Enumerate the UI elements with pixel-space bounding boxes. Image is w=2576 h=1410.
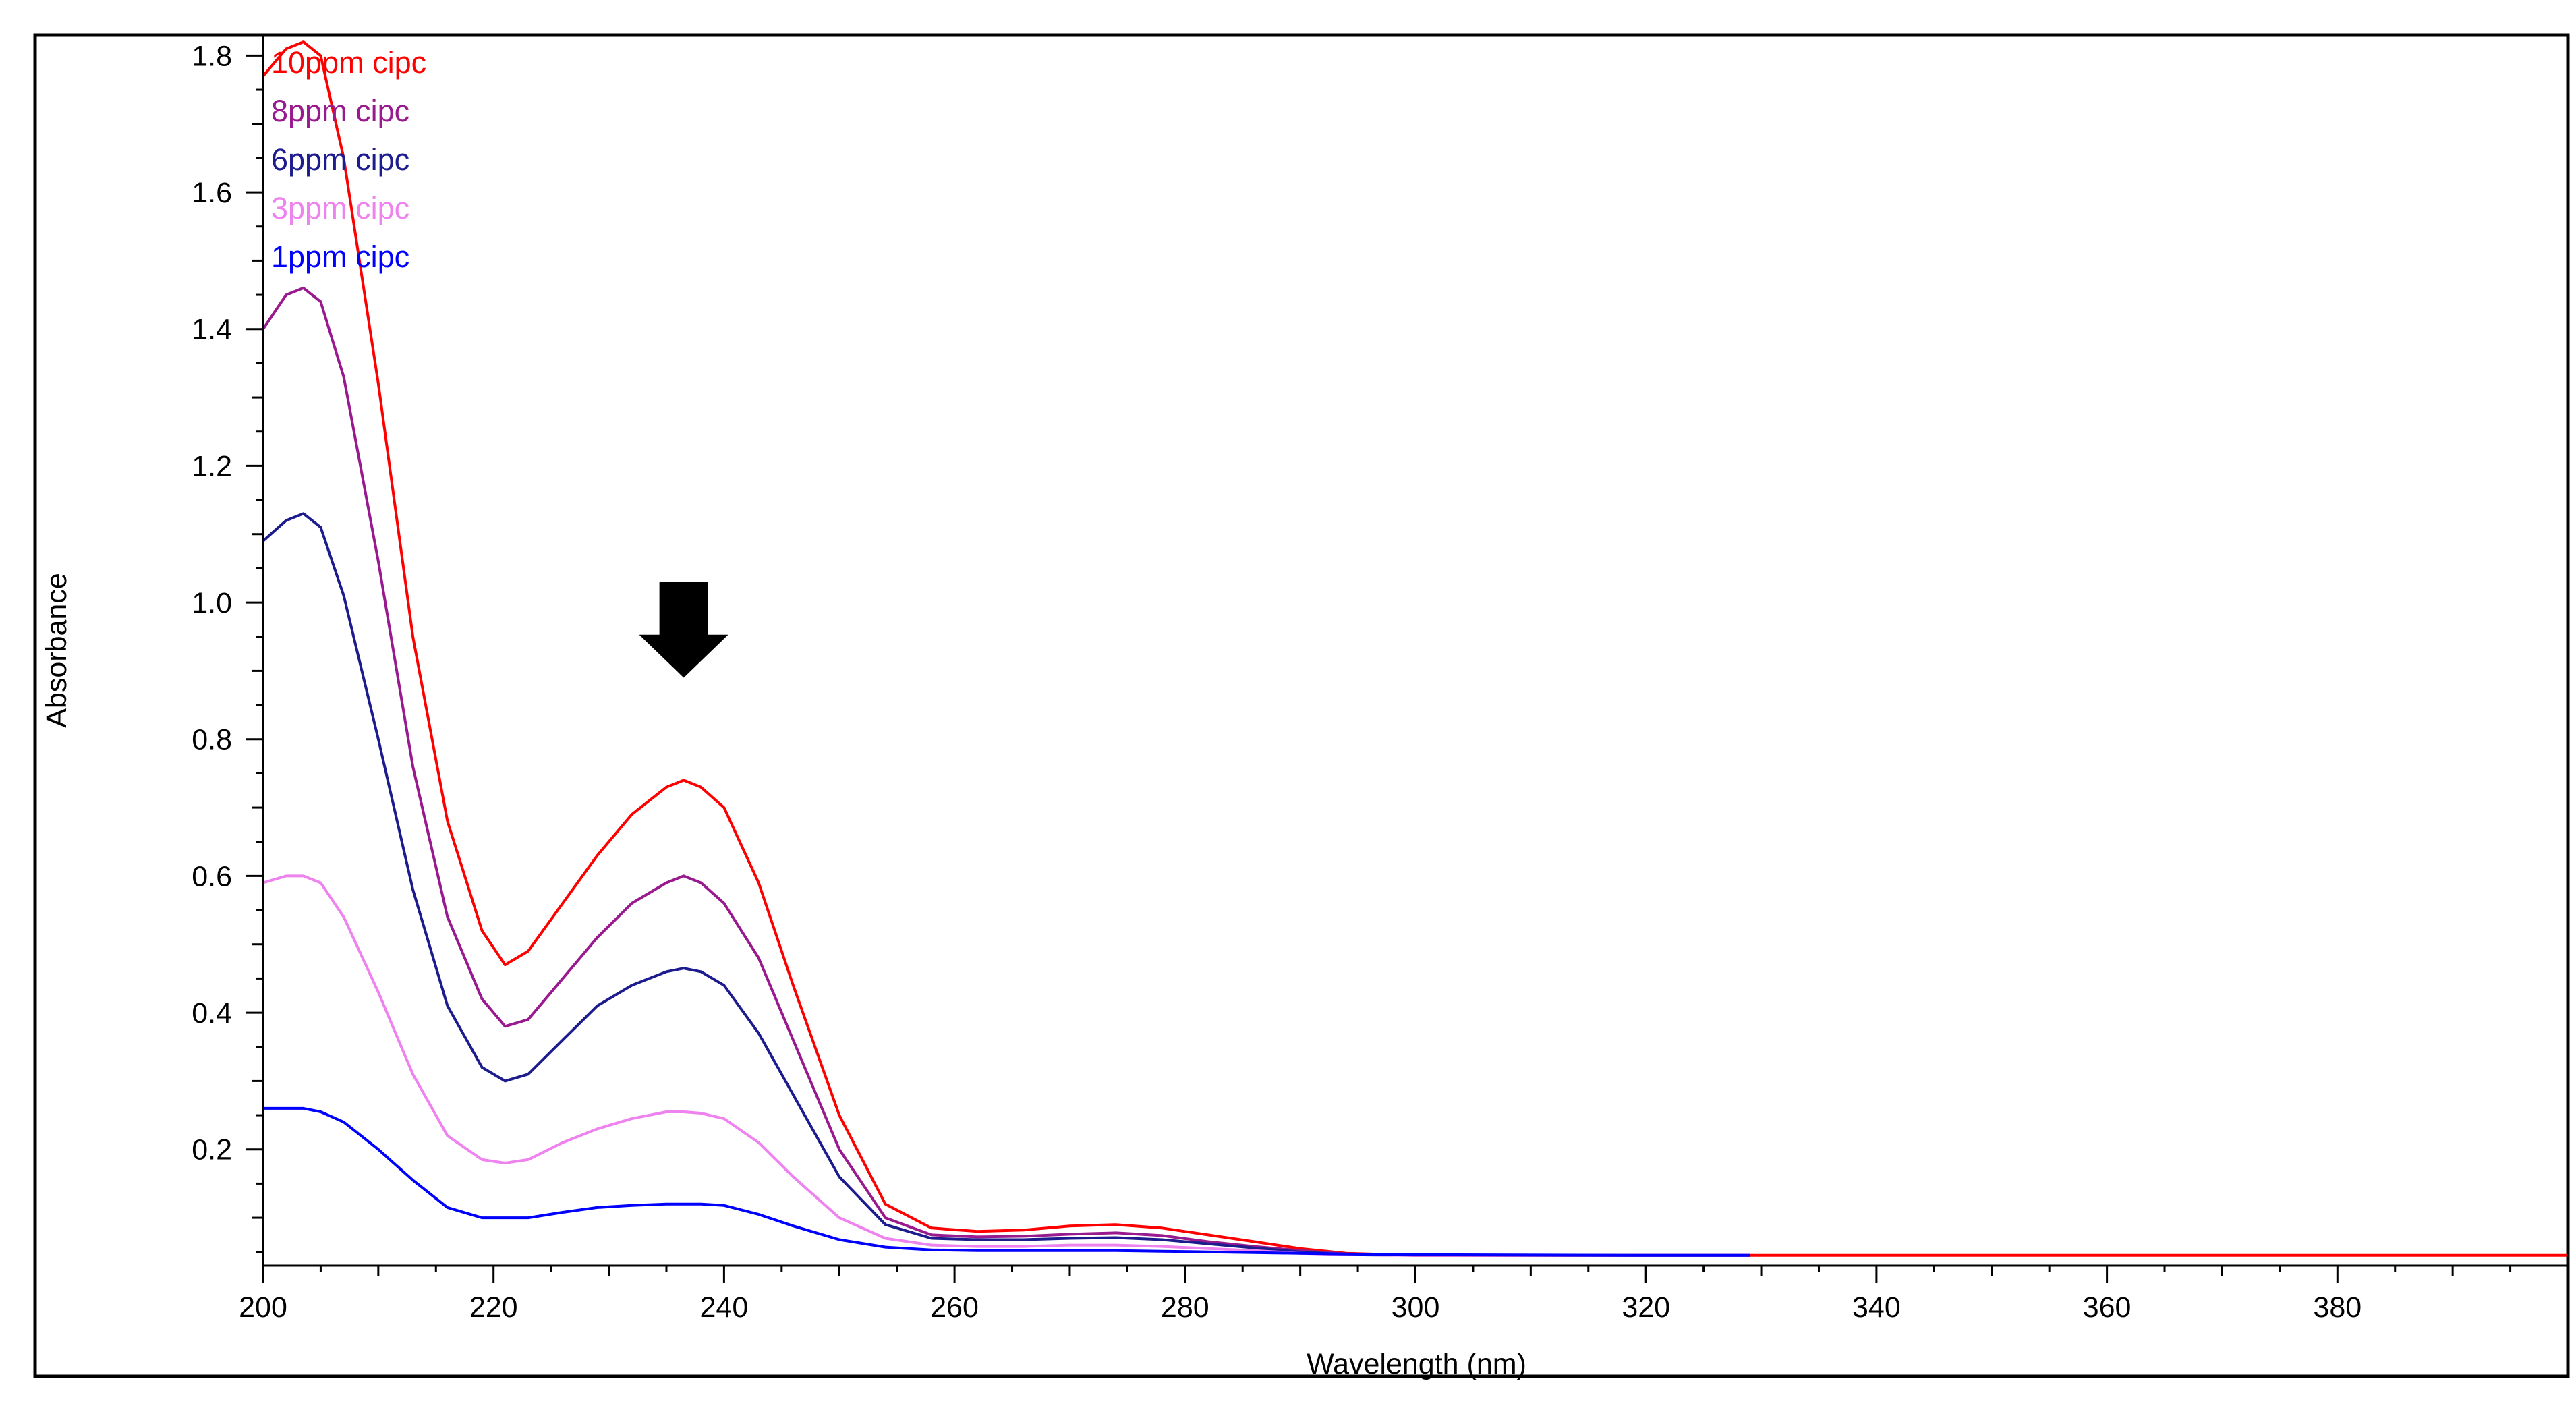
- y-tick-label: 1.6: [192, 177, 232, 209]
- y-tick-label: 0.8: [192, 724, 232, 756]
- y-axis-title: Absorbance: [40, 573, 73, 728]
- x-tick-label: 300: [1392, 1291, 1440, 1324]
- x-tick-label: 220: [469, 1291, 518, 1324]
- x-tick-label: 260: [930, 1291, 979, 1324]
- y-tick-label: 1.8: [192, 40, 232, 72]
- x-axis: 200 220 240 260 280 300 320 340 360 380: [239, 1264, 2568, 1324]
- series-line-3: [262, 874, 1750, 1257]
- figure-border: [33, 33, 2570, 1378]
- y-tick-label: 1.0: [192, 587, 232, 619]
- y-tick-label: 0.4: [192, 997, 232, 1030]
- legend-item: 10ppm cipc: [271, 45, 426, 80]
- y-axis: 0.2 0.4 0.6 0.8 1.0 1.2 1.4 1.6 1.8: [192, 35, 264, 1266]
- legend: 10ppm cipc 8ppm cipc 6ppm cipc 3ppm cipc 1pp…: [271, 45, 426, 274]
- y-tick-label: 1.2: [192, 450, 232, 482]
- y-tick-label: 0.6: [192, 860, 232, 893]
- legend-item: 1ppm cipc: [271, 239, 409, 274]
- legend-item: 3ppm cipc: [271, 191, 409, 225]
- x-tick-label: 360: [2083, 1291, 2131, 1324]
- down-arrow-icon: [639, 582, 728, 678]
- y-tick-label: 1.4: [192, 314, 232, 346]
- y-tick-label: 0.2: [192, 1134, 232, 1166]
- x-tick-label: 320: [1622, 1291, 1670, 1324]
- x-tick-label: 380: [2313, 1291, 2362, 1324]
- x-axis-title: Wavelength (nm): [1307, 1348, 1526, 1380]
- series-line-1: [262, 286, 1750, 1257]
- x-tick-label: 280: [1161, 1291, 1209, 1324]
- x-tick-label: 340: [1852, 1291, 1901, 1324]
- legend-item: 6ppm cipc: [271, 142, 409, 177]
- annotation-layer: [639, 582, 728, 678]
- series-layer: [262, 40, 2568, 1257]
- x-tick-label: 240: [700, 1291, 749, 1324]
- series-line-4: [263, 1106, 1750, 1257]
- legend-item: 8ppm cipc: [271, 94, 409, 128]
- series-line-2: [262, 512, 1750, 1257]
- x-tick-label: 200: [239, 1291, 287, 1324]
